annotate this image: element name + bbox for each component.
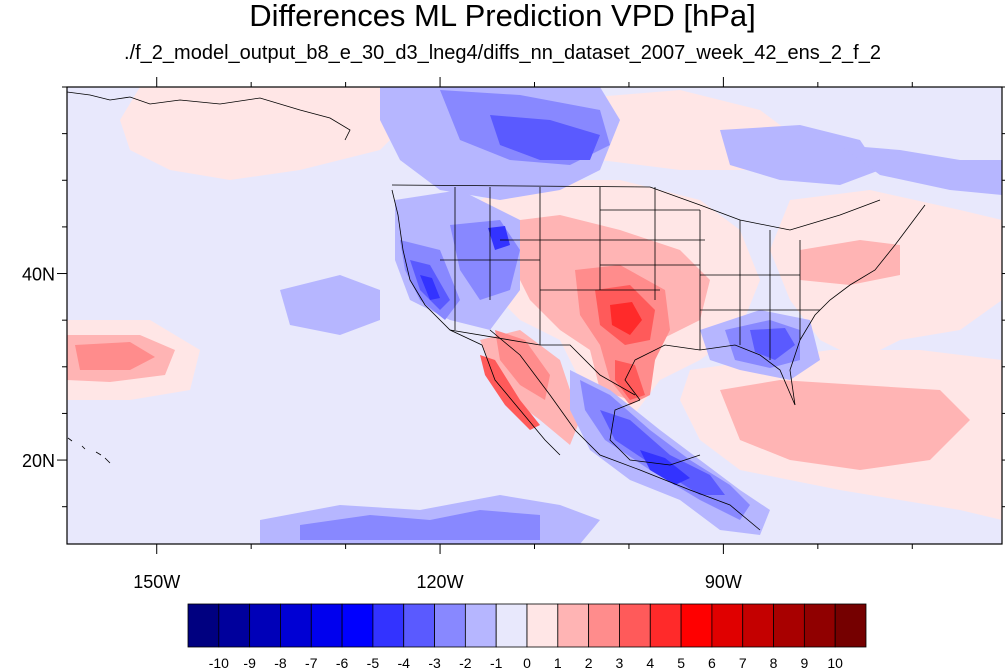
- colorbar: [187, 603, 867, 648]
- colorbar-bin: [557, 603, 590, 648]
- colorbar-label: -7: [305, 655, 318, 671]
- field-neg-5-california: [420, 275, 440, 300]
- field-neg-2-pacific: [280, 275, 380, 335]
- colorbar-label: 0: [523, 655, 531, 671]
- colorbar-label: -6: [336, 655, 349, 671]
- vpd-difference-field: [67, 87, 1002, 544]
- lat-tick-label: 20N: [22, 451, 55, 471]
- lon-tick-label: 120W: [417, 572, 464, 592]
- colorbar-bin: [834, 603, 867, 648]
- field-neg-4-northwest: [490, 115, 600, 160]
- map-title: Differences ML Prediction VPD [hPa]: [249, 0, 756, 33]
- colorbar-bin: [680, 603, 713, 648]
- field-pos-2-northeast: [800, 240, 900, 285]
- field-neg-5-idaho: [488, 226, 510, 250]
- colorbar-label: 2: [585, 655, 593, 671]
- field-pos-4-baja: [480, 355, 540, 430]
- state-lines-west: [440, 187, 660, 345]
- field-pos-5-texas: [610, 302, 642, 335]
- field-neg-4-carolina: [750, 328, 795, 360]
- colorbar-label: 6: [708, 655, 716, 671]
- field-neg-2-gulfstream: [840, 145, 1002, 195]
- field-neg-3-tropics: [300, 510, 540, 540]
- axis-labels: 150W 120W 90W 40N 20N: [22, 265, 742, 592]
- colorbar-label: 7: [739, 655, 747, 671]
- colorbar-label: -3: [428, 655, 441, 671]
- colorbar-bin: [341, 603, 374, 648]
- colorbar-label: 10: [827, 655, 843, 671]
- baja-coast: [481, 344, 561, 456]
- colorbar-label: -9: [243, 655, 256, 671]
- mexico-west-coast: [489, 329, 761, 531]
- colorbar-bin: [495, 603, 528, 648]
- colorbar-label: 4: [646, 655, 654, 671]
- colorbar-label: 3: [616, 655, 624, 671]
- colorbar-bin: [434, 603, 466, 648]
- state-lines-east: [700, 220, 820, 360]
- colorbar-bin: [310, 603, 343, 648]
- colorbar-label: 1: [554, 655, 562, 671]
- field-pos-3-mexico: [495, 330, 550, 400]
- colorbar-label: -2: [459, 655, 472, 671]
- field-pos-1-northpacific: [120, 87, 420, 180]
- field-pos-3-westpacific: [75, 342, 155, 370]
- field-pos-4-gulf: [615, 360, 645, 400]
- colorbar-label: -4: [398, 655, 411, 671]
- us-east-coast: [789, 204, 926, 406]
- colorbar-label: 9: [800, 655, 808, 671]
- colorbar-bin: [773, 603, 805, 648]
- colorbar-bin: [742, 603, 774, 648]
- colorbar-bin: [249, 603, 281, 648]
- lon-tick-label: 150W: [133, 572, 180, 592]
- colorbar-bin: [372, 603, 405, 648]
- lat-tick-label: 40N: [22, 265, 55, 285]
- political-boundaries: [67, 91, 926, 531]
- hawaii-islands: [67, 437, 111, 464]
- colorbar-label: -8: [274, 655, 287, 671]
- field-neg-5-mexico: [640, 450, 690, 485]
- colorbar-bin: [711, 603, 744, 648]
- colorbar-bin: [588, 603, 620, 648]
- colorbar-bin: [526, 603, 559, 648]
- colorbar-bin: [803, 603, 836, 648]
- colorbar-bin: [403, 603, 435, 648]
- colorbar-label: 5: [677, 655, 685, 671]
- colorbar-bin: [280, 603, 312, 648]
- colorbar-bin: [187, 603, 220, 648]
- colorbar-labels: -10 -9 -8 -7 -6 -5 -4 -3 -2 -1 0 1 2 3 4 5 6 7 8 9 10: [209, 655, 843, 671]
- colorbar-bin: [464, 603, 497, 648]
- field-neg-4-mexico: [600, 410, 725, 495]
- state-lines-central: [599, 187, 705, 350]
- map-subtitle: ./f_2_model_output_b8_e_30_d3_lneg4/diff…: [124, 42, 881, 64]
- colorbar-bin: [619, 603, 651, 648]
- colorbar-label: -1: [490, 655, 503, 671]
- colorbar-bin: [649, 603, 682, 648]
- colorbar-label: 8: [770, 655, 778, 671]
- colorbar-label: -5: [367, 655, 380, 671]
- mexico-gulf-coast: [609, 399, 701, 466]
- colorbar-label: -10: [209, 655, 229, 671]
- us-mexico-border: [449, 329, 636, 396]
- alaska-coast: [67, 91, 351, 141]
- field-neg-2-canada-east: [720, 125, 880, 185]
- lon-tick-label: 90W: [705, 572, 742, 592]
- axis-ticks: [57, 77, 1005, 554]
- colorbar-bin: [218, 603, 251, 648]
- field-pos-2-atlantic: [720, 380, 970, 470]
